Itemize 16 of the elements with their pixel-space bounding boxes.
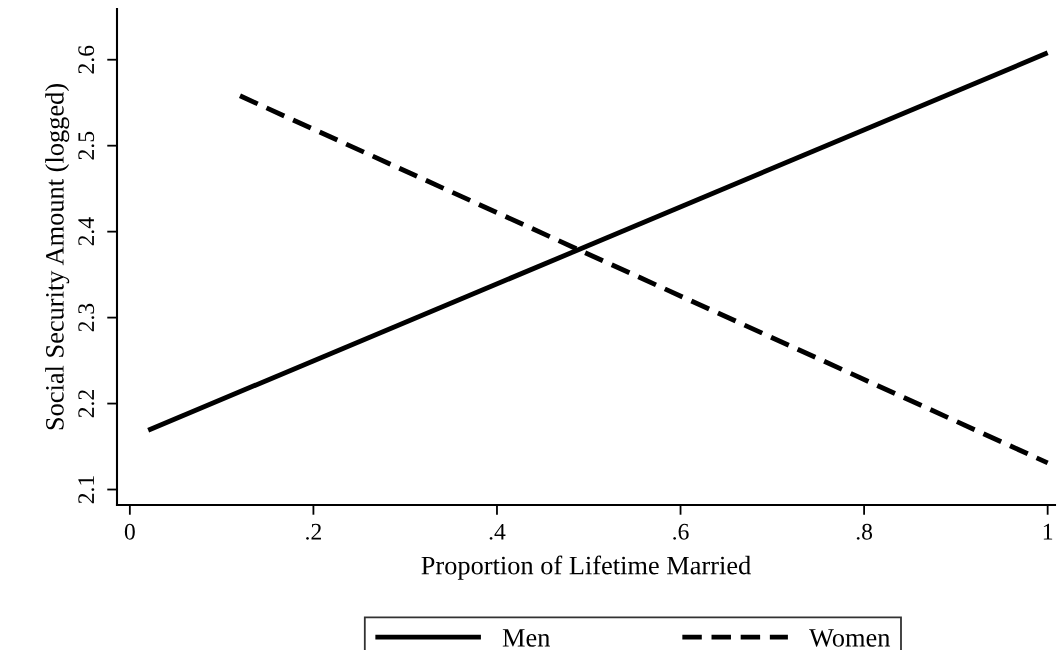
x-tick-label: .4 xyxy=(489,523,506,540)
y-tick-label: 2.3 xyxy=(78,303,95,332)
legend-label: Women xyxy=(809,629,891,647)
y-tick-label: 2.6 xyxy=(78,45,95,74)
x-tick-label: .8 xyxy=(856,523,873,540)
y-tick-label: 2.2 xyxy=(78,390,95,418)
y-tick-label: 2.5 xyxy=(78,131,95,160)
x-tick-label: 1 xyxy=(1043,523,1053,540)
x-axis-title: Proportion of Lifetime Married xyxy=(421,555,751,580)
y-axis-title: Social Security Amount (logged) xyxy=(45,84,70,430)
y-tick-label: 2.4 xyxy=(78,217,95,246)
y-tick-label: 2.1 xyxy=(78,476,95,504)
x-tick-label: .2 xyxy=(306,523,321,540)
legend-label: Men xyxy=(502,629,550,647)
x-tick-label: .6 xyxy=(673,523,689,540)
x-tick-label: 0 xyxy=(124,523,135,540)
